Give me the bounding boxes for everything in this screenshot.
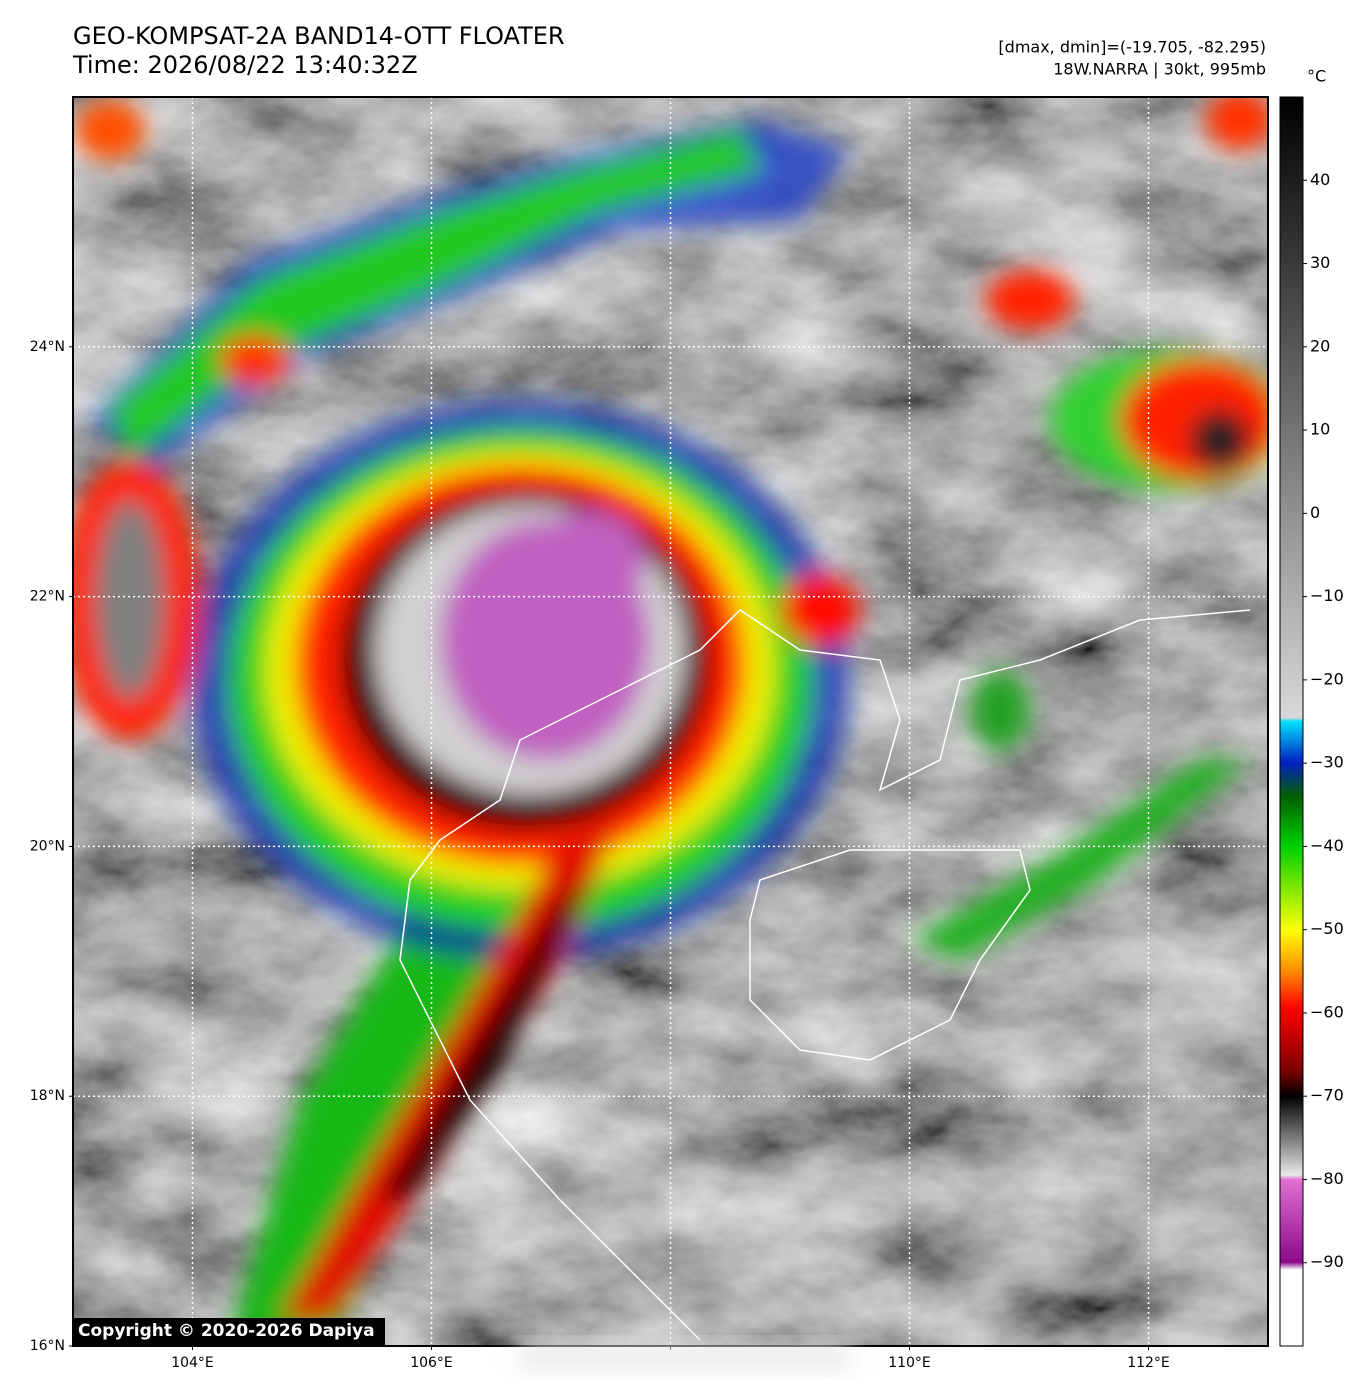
satellite-image xyxy=(73,97,1268,1346)
colorbar-tick-label: −40 xyxy=(1310,836,1344,855)
colorbar-tick-label: −30 xyxy=(1310,753,1344,772)
colorbar-tick-label: 0 xyxy=(1310,503,1320,522)
grid: 104°E 106°E 110°E 112°E 16°N 18°N 20°N 22°N 24°N xyxy=(30,97,1268,1371)
lat-tick-label: 16°N xyxy=(30,1338,65,1354)
copyright: Copyright © 2020-2026 Dapiya xyxy=(78,1321,375,1341)
lon-tick-label: 110°E xyxy=(888,1355,931,1371)
time: Time: 2026/08/22 13:40:32Z xyxy=(72,51,418,79)
colorbar-ticks: −90 −80 −70 −60 −50 −40 −30 −20 −10 0 10 20 30 40 xyxy=(1303,170,1344,1271)
lon-tick-label: 106°E xyxy=(410,1355,453,1371)
lat-tick-label: 24°N xyxy=(30,339,65,355)
colorbar-tick-label: 20 xyxy=(1310,336,1330,355)
colorbar-tick-label: 40 xyxy=(1310,170,1330,189)
colorbar-tick-label: −60 xyxy=(1310,1002,1344,1021)
title: GEO-KOMPSAT-2A BAND14-OTT FLOATER xyxy=(73,22,565,50)
colorbar-tick-label: −10 xyxy=(1310,586,1344,605)
colorbar xyxy=(1279,96,1304,1347)
colorbar-tick-label: 30 xyxy=(1310,253,1330,272)
watermark xyxy=(520,1346,850,1368)
colorbar-tick-label: −80 xyxy=(1310,1169,1344,1188)
colorbar-tick-label: −20 xyxy=(1310,669,1344,688)
storm-info: 18W.NARRA | 30kt, 995mb xyxy=(1053,60,1266,79)
lat-tick-label: 20°N xyxy=(30,838,65,854)
lat-tick-label: 22°N xyxy=(30,589,65,605)
stats: [dmax, dmin]=(-19.705, -82.295) xyxy=(998,38,1266,57)
colorbar-tick-label: −50 xyxy=(1310,919,1344,938)
lon-tick-label: 104°E xyxy=(171,1355,214,1371)
colorbar-tick-label: −90 xyxy=(1310,1252,1344,1271)
colorbar-tick-label: 10 xyxy=(1310,420,1330,439)
copyright-box xyxy=(73,1318,385,1346)
lat-tick-label: 18°N xyxy=(30,1088,65,1104)
colorbar-unit: °C xyxy=(1307,67,1326,86)
lon-tick-label: 112°E xyxy=(1127,1355,1170,1371)
colorbar-tick-label: −70 xyxy=(1310,1086,1344,1105)
